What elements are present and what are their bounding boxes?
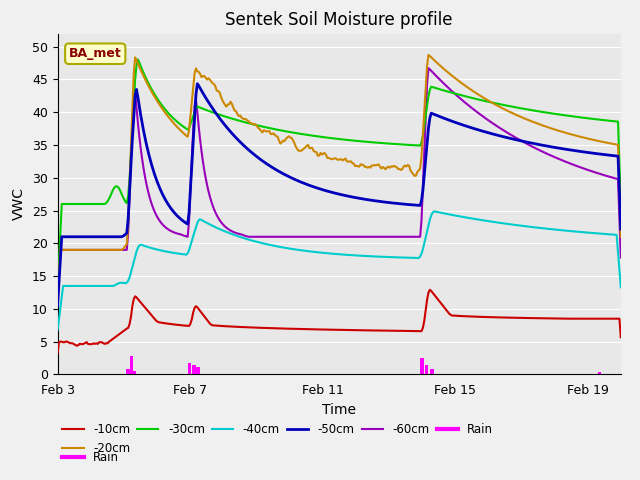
Bar: [422, 358, 424, 374]
Bar: [130, 356, 132, 374]
Bar: [129, 369, 131, 374]
Bar: [192, 365, 195, 374]
Bar: [599, 372, 601, 374]
X-axis label: Time: Time: [322, 403, 356, 417]
Bar: [198, 367, 200, 374]
Title: Sentek Soil Moisture profile: Sentek Soil Moisture profile: [225, 11, 453, 29]
Text: BA_met: BA_met: [69, 47, 122, 60]
Bar: [127, 369, 129, 374]
Bar: [189, 362, 191, 374]
Bar: [134, 371, 136, 374]
Bar: [188, 362, 190, 374]
Legend: Rain: Rain: [58, 446, 124, 468]
Bar: [425, 365, 427, 374]
Bar: [125, 369, 128, 374]
Bar: [431, 369, 434, 374]
Bar: [430, 369, 432, 374]
Bar: [598, 372, 600, 374]
Bar: [196, 367, 198, 374]
Y-axis label: VWC: VWC: [12, 188, 26, 220]
Bar: [193, 365, 196, 374]
Bar: [132, 371, 135, 374]
Bar: [426, 365, 428, 374]
Bar: [131, 356, 133, 374]
Bar: [420, 358, 422, 374]
